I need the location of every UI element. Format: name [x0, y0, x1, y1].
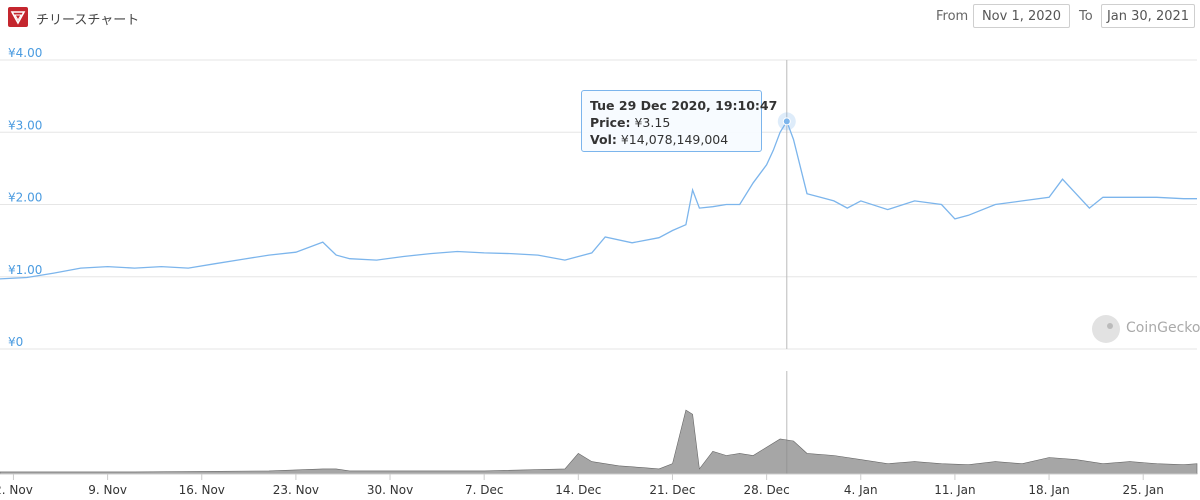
to-date-input[interactable]: Jan 30, 2021	[1101, 4, 1195, 28]
x-axis: 2. Nov 9. Nov 16. Nov 23. Nov 30. Nov 7. Dec 1…	[0, 474, 1164, 497]
x-tick-label: 9. Nov	[88, 483, 127, 497]
x-tick-label: 28. Dec	[744, 483, 790, 497]
volume-series	[0, 409, 1198, 475]
price-line	[0, 119, 1197, 280]
price-tooltip: Tue 29 Dec 2020, 19:10:47 Price: ¥3.15 V…	[581, 90, 778, 152]
y-axis: ¥0 ¥1.00 ¥2.00 ¥3.00 ¥4.00	[8, 46, 42, 349]
y-tick-label: ¥1.00	[8, 263, 42, 277]
x-tick-label: 2. Nov	[0, 483, 33, 497]
price-chart[interactable]: ¥0 ¥1.00 ¥2.00 ¥3.00 ¥4.00 2. Nov 9. Nov 16. N…	[0, 34, 1200, 500]
tooltip-price-row: Price: ¥3.15	[590, 114, 753, 131]
from-date-input[interactable]: Nov 1, 2020	[973, 4, 1070, 28]
to-label: To	[1079, 9, 1093, 24]
y-tick-label: ¥4.00	[8, 46, 42, 60]
x-tick-label: 11. Jan	[934, 483, 975, 497]
grid-lines	[0, 59, 1197, 350]
x-tick-label: 18. Jan	[1028, 483, 1069, 497]
tooltip-price-label: Price:	[590, 115, 631, 130]
price-series	[0, 112, 1197, 280]
x-tick-label: 25. Jan	[1122, 483, 1163, 497]
chart-title: チリースチャート	[36, 13, 140, 28]
tooltip-vol-value: ¥14,078,149,004	[620, 132, 729, 147]
coin-logo-icon	[8, 7, 28, 27]
volume-area	[0, 409, 1198, 475]
from-label: From	[936, 9, 969, 24]
y-tick-label: ¥2.00	[8, 191, 42, 205]
x-tick-label: 21. Dec	[649, 483, 695, 497]
tooltip-datetime: Tue 29 Dec 2020, 19:10:47	[590, 98, 778, 113]
x-tick-label: 16. Nov	[179, 483, 225, 497]
watermark-text: CoinGecko	[1126, 320, 1200, 336]
hover-point	[782, 117, 791, 126]
tooltip-vol-row: Vol: ¥14,078,149,004	[590, 131, 753, 148]
chart-header: チリースチャート From Nov 1, 2020 To Jan 30, 202…	[0, 0, 1200, 34]
x-tick-label: 7. Dec	[465, 483, 503, 497]
gecko-logo-icon	[1092, 315, 1120, 343]
x-tick-label: 30. Nov	[367, 483, 413, 497]
y-tick-label: ¥3.00	[8, 118, 42, 132]
x-tick-label: 14. Dec	[555, 483, 601, 497]
tooltip-price-value: ¥3.15	[634, 115, 671, 130]
x-tick-label: 4. Jan	[844, 483, 878, 497]
x-tick-label: 23. Nov	[273, 483, 319, 497]
tooltip-vol-label: Vol:	[590, 132, 617, 147]
y-tick-label: ¥0	[8, 335, 23, 349]
